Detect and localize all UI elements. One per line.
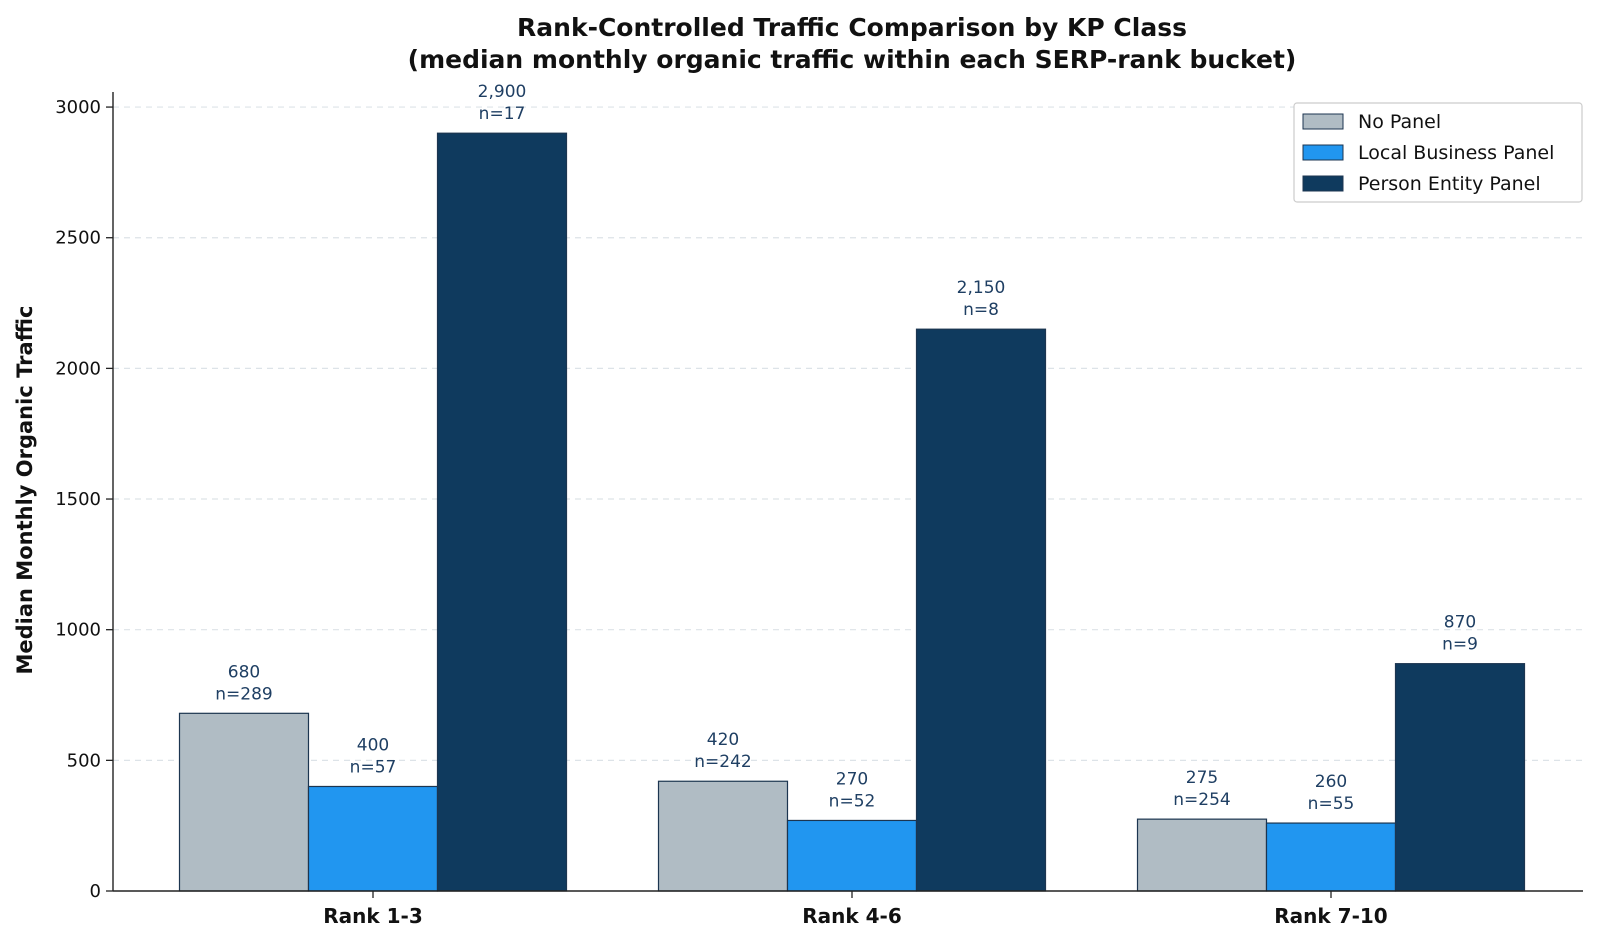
y-tick-label: 2000 <box>55 358 101 379</box>
bar <box>1394 663 1526 892</box>
y-tick-label: 3000 <box>55 97 101 118</box>
bar <box>178 712 310 892</box>
bar-count-label: n=242 <box>694 752 751 772</box>
bar-value-label: 275 <box>1186 768 1218 788</box>
y-axis-label: Median Monthly Organic Traffic <box>13 306 37 675</box>
legend-swatch <box>1302 175 1344 192</box>
bar-value-label: 270 <box>836 769 868 789</box>
bar-count-label: n=8 <box>963 300 999 320</box>
legend-swatch <box>1302 113 1344 130</box>
bar-value-label: 400 <box>357 735 389 755</box>
y-tick-label: 500 <box>67 750 101 771</box>
chart-title: Rank-Controlled Traffic Comparison by KP… <box>408 13 1297 74</box>
legend-swatch <box>1302 144 1344 161</box>
bars-layer <box>178 132 1526 892</box>
legend-label: Person Entity Panel <box>1358 173 1541 195</box>
axes-layer: 0 500 1000 1500 2000 2500 3000 Rank 1-3 Rank 4-6… <box>55 92 1583 928</box>
chart-subtitle-line: (median monthly organic traffic within e… <box>408 45 1297 74</box>
x-tick-label: Rank 1-3 <box>323 904 423 928</box>
legend-box <box>1293 102 1583 203</box>
y-tick-label: 1500 <box>55 489 101 510</box>
bar-value-label: 2,900 <box>478 82 527 102</box>
bar-value-label: 420 <box>707 730 739 750</box>
bar-count-label: n=254 <box>1173 790 1230 810</box>
bar-count-label: n=17 <box>479 104 526 124</box>
bar-value-label: 680 <box>228 662 260 682</box>
y-tick-label: 0 <box>90 881 101 902</box>
bar-count-label: n=9 <box>1442 635 1478 655</box>
bar-count-label: n=55 <box>1308 794 1355 814</box>
legend: No Panel Local Business Panel Person Entit… <box>1293 102 1583 203</box>
chart-title-line: Rank-Controlled Traffic Comparison by KP… <box>517 13 1187 42</box>
y-tick-label: 1000 <box>55 620 101 641</box>
x-tick-label: Rank 7-10 <box>1274 904 1387 928</box>
bar-value-label: 870 <box>1444 613 1476 633</box>
bar-count-label: n=289 <box>215 684 272 704</box>
bar <box>915 328 1047 892</box>
legend-label: No Panel <box>1358 111 1441 133</box>
bar-value-label: 260 <box>1315 772 1347 792</box>
bar <box>1136 818 1268 892</box>
legend-label: Local Business Panel <box>1358 142 1554 164</box>
bar-count-label: n=57 <box>350 757 397 777</box>
bar-value-label: 2,150 <box>957 278 1006 298</box>
grid-layer <box>113 106 1583 761</box>
bar <box>657 780 789 892</box>
bar <box>1265 822 1397 892</box>
bar <box>786 819 918 892</box>
bar <box>307 785 439 892</box>
x-tick-label: Rank 4-6 <box>802 904 902 928</box>
y-tick-label: 2500 <box>55 228 101 249</box>
bar <box>436 132 568 892</box>
bar-count-label: n=52 <box>829 791 876 811</box>
